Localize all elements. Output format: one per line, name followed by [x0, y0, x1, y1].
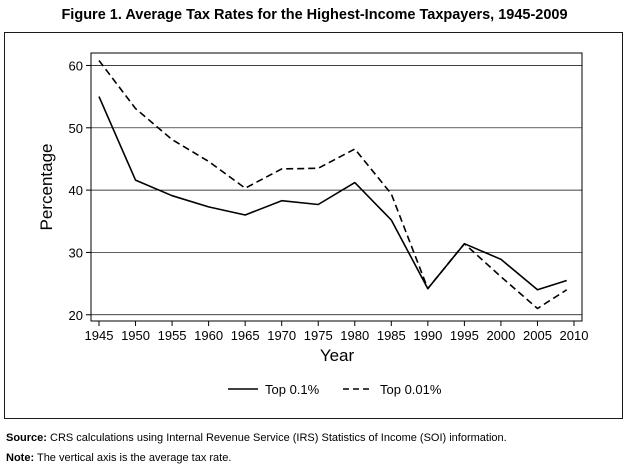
x-tick-label: 1975	[304, 328, 333, 343]
x-tick-label: 1985	[377, 328, 406, 343]
x-tick-label: 1990	[413, 328, 442, 343]
y-tick-label: 40	[69, 183, 83, 198]
chart-frame	[4, 32, 623, 419]
x-tick-label: 1995	[450, 328, 479, 343]
series-line-top-0.01	[98, 60, 568, 310]
series-lines	[98, 60, 568, 310]
y-tick-label: 30	[69, 245, 83, 260]
source-note: Source: CRS calculations using Internal …	[6, 432, 507, 444]
x-tick-label: 1950	[121, 328, 150, 343]
legend: Top 0.1% Top 0.01%	[228, 382, 442, 397]
x-tick-label: 1955	[158, 328, 187, 343]
y-tick-label: 50	[69, 121, 83, 136]
x-tick-label: 1980	[340, 328, 369, 343]
y-axis-label: Percentage	[37, 144, 56, 231]
axis-note: Note: The vertical axis is the average t…	[6, 452, 231, 464]
gridlines	[91, 65, 582, 316]
x-tick-label: 1970	[267, 328, 296, 343]
legend-label-top-0.01: Top 0.01%	[380, 382, 442, 397]
x-tick-label: 2000	[486, 328, 515, 343]
note-label: Note:	[6, 452, 35, 464]
source-text: CRS calculations using Internal Revenue …	[50, 432, 507, 444]
x-tick-label: 1965	[231, 328, 260, 343]
x-axis-label: Year	[320, 346, 355, 365]
x-tick-label: 2005	[523, 328, 552, 343]
note-text: The vertical axis is the average tax rat…	[36, 452, 232, 464]
x-tick-label: 2010	[560, 328, 589, 343]
source-label: Source:	[6, 432, 47, 444]
plot-area-frame	[90, 52, 583, 322]
legend-label-top-0.1: Top 0.1%	[265, 382, 320, 397]
y-tick-label: 60	[69, 58, 83, 73]
y-tick-label: 20	[69, 308, 83, 323]
x-tick-label: 1945	[85, 328, 114, 343]
figure-title: Figure 1. Average Tax Rates for the High…	[61, 7, 568, 23]
axis-ticks: 20 30 40 50 60 1945 1950 1955 1960 1965 1970 1975 19…	[69, 58, 589, 343]
series-line-top-0.1	[98, 96, 567, 291]
x-tick-label: 1960	[194, 328, 223, 343]
